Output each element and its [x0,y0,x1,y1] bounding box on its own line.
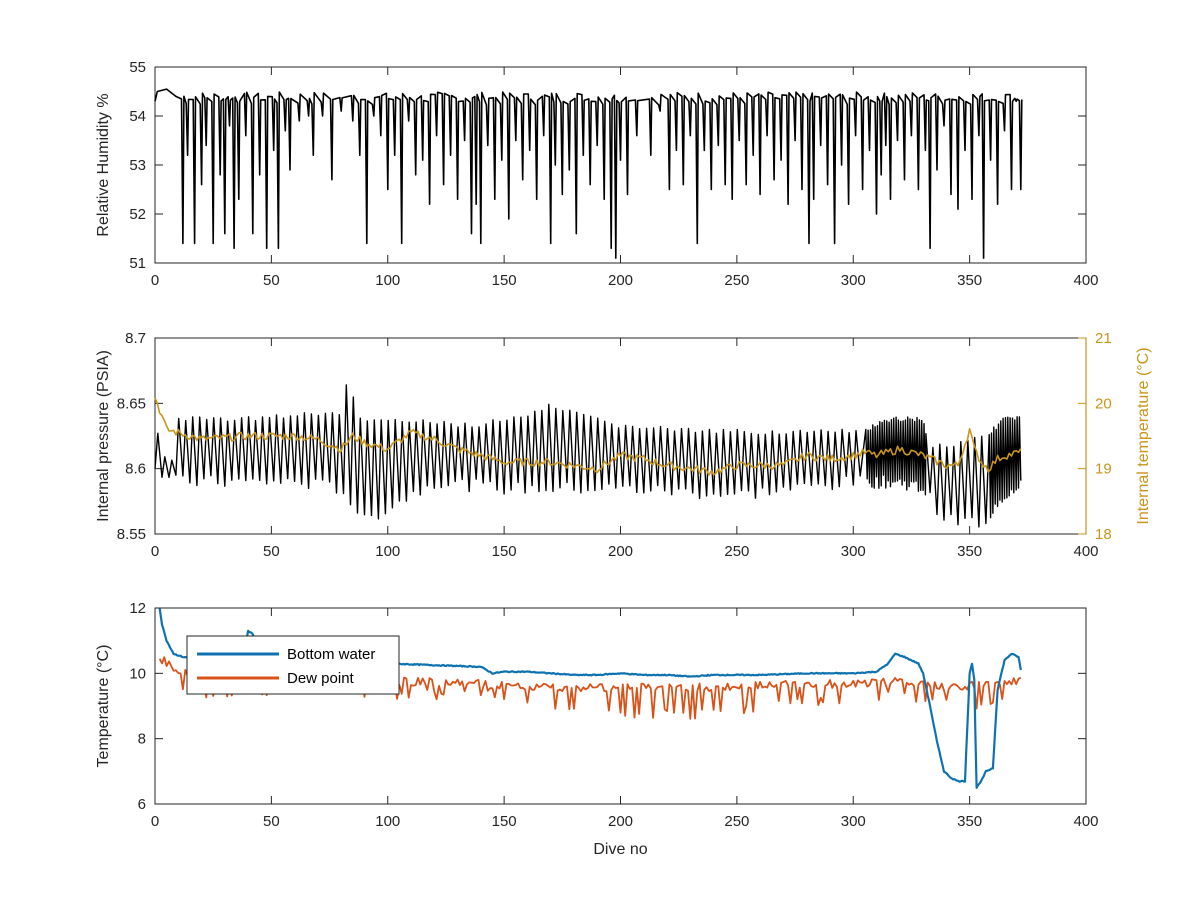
x-tick-label: 300 [841,543,866,560]
x-tick-label: 200 [608,813,633,830]
y-tick-label: 52 [129,206,146,223]
x-tick-label: 300 [841,272,866,289]
y-tick-label: 51 [129,255,146,272]
x-tick-label: 200 [608,272,633,289]
internal-temperature-line [154,397,1022,476]
legend-box [186,635,400,695]
x-tick-label: 150 [492,543,517,560]
legend-entry: Bottom water [287,646,375,663]
axes-box [154,66,1087,264]
y-right-tick-label: 18 [1095,526,1112,543]
y-tick-label: 8.55 [117,526,146,543]
humidity-panel: 0 50 100 150 200 250 300 350 400 51 52 53 54 55 Relati… [95,59,1099,289]
x-tick-label: 0 [151,813,159,830]
x-tick-label: 200 [608,543,633,560]
y-tick-label: 8.65 [117,395,146,412]
y-right-tick-label: 20 [1095,395,1112,412]
x-tick-label: 250 [724,272,749,289]
x-tick-label: 350 [957,813,982,830]
y-tick-label: 54 [129,108,146,125]
x-tick-label: 350 [957,272,982,289]
y-tick-label: 53 [129,157,146,174]
y-tick-label: 6 [138,796,146,813]
x-tick-label: 250 [724,813,749,830]
y-axis-label: Internal pressure (PSIA) [95,350,112,522]
temperature-panel: 0 50 100 150 200 250 300 350 400 6 8 10 12 Temperatur… [95,600,1099,858]
bottom-water-line [158,608,1022,789]
x-axis-label: Dive no [593,841,647,858]
legend-entry: Dew point [287,670,355,687]
x-tick-label: 400 [1073,543,1098,560]
x-tick-label: 400 [1073,813,1098,830]
pressure-line [154,384,1022,528]
y-tick-label: 8.7 [125,330,146,347]
x-tick-label: 350 [957,543,982,560]
x-tick-label: 100 [375,543,400,560]
x-tick-label: 300 [841,813,866,830]
y-tick-label: 10 [129,665,146,682]
y-axis-label: Relative Humidity % [95,93,112,236]
y-tick-label: 55 [129,59,146,76]
y-right-axis-label: Internal temperature (°C) [1135,347,1152,524]
pressure-temperature-panel: 0 50 100 150 200 250 300 350 400 8.55 8.6 8.65 8.7 In… [95,330,1152,560]
x-tick-label: 50 [263,272,280,289]
y-tick-label: 8.6 [125,461,146,478]
x-tick-label: 100 [375,813,400,830]
x-tick-label: 400 [1073,272,1098,289]
y-right-tick-label: 21 [1095,330,1112,347]
x-tick-label: 150 [492,272,517,289]
x-tick-label: 250 [724,543,749,560]
x-tick-label: 50 [263,543,280,560]
y-tick-label: 8 [138,731,146,748]
y-tick-label: 12 [129,600,146,617]
x-tick-label: 150 [492,813,517,830]
y-right-tick-label: 19 [1095,461,1112,478]
x-tick-label: 0 [151,272,159,289]
y-axis-label: Temperature (°C) [95,645,112,768]
humidity-line [154,88,1023,259]
x-tick-label: 0 [151,543,159,560]
x-tick-label: 50 [263,813,280,830]
legend: Bottom water Dew point [186,635,400,695]
x-tick-label: 100 [375,272,400,289]
